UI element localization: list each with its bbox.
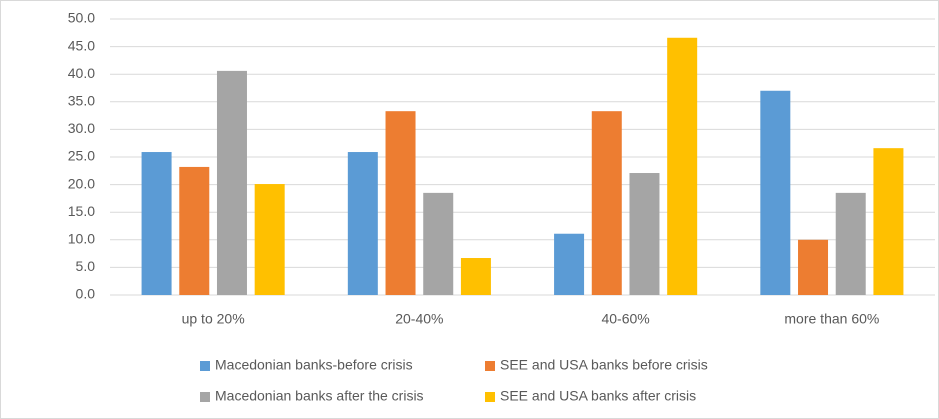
x-tick-label: 20-40% — [395, 311, 443, 327]
y-tick-label: 35.0 — [68, 93, 95, 109]
bar — [835, 192, 866, 295]
bar — [667, 37, 698, 295]
bar — [179, 166, 210, 295]
legend-swatch — [200, 392, 210, 402]
bar — [423, 192, 454, 295]
bar — [347, 152, 378, 295]
y-tick-label: 25.0 — [68, 148, 95, 164]
bar — [760, 90, 791, 295]
bar — [554, 233, 585, 295]
y-tick-label: 30.0 — [68, 120, 95, 136]
y-tick-label: 45.0 — [68, 37, 95, 53]
y-tick-label: 20.0 — [68, 175, 95, 191]
x-tick-label: 40-60% — [601, 311, 649, 327]
y-tick-label: 10.0 — [68, 231, 95, 247]
x-tick-label: more than 60% — [784, 311, 879, 327]
x-tick-label: up to 20% — [182, 311, 245, 327]
bar — [216, 70, 247, 295]
y-tick-label: 5.0 — [76, 258, 96, 274]
bar — [629, 173, 660, 295]
legend-swatch — [200, 361, 210, 371]
bar — [460, 258, 491, 295]
y-tick-label: 50.0 — [68, 10, 95, 26]
legend-label: SEE and USA banks before crisis — [500, 357, 708, 373]
bar — [591, 111, 622, 296]
legend-label: Macedonian banks after the crisis — [215, 388, 424, 404]
bar — [873, 148, 904, 295]
bar — [798, 239, 829, 295]
legend-label: SEE and USA banks after crisis — [500, 388, 696, 404]
y-tick-label: 0.0 — [76, 286, 96, 302]
y-tick-label: 40.0 — [68, 65, 95, 81]
legend-swatch — [485, 392, 495, 402]
bar — [141, 152, 172, 295]
legend-label: Macedonian banks-before crisis — [215, 357, 413, 373]
bar — [254, 184, 285, 295]
legend-swatch — [485, 361, 495, 371]
y-tick-label: 15.0 — [68, 203, 95, 219]
bar — [385, 111, 416, 296]
